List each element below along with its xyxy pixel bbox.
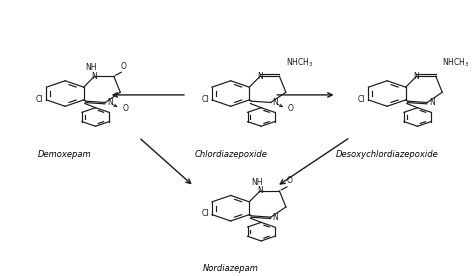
Text: O: O xyxy=(122,104,128,113)
Text: N: N xyxy=(107,98,113,107)
Text: N: N xyxy=(257,187,263,195)
Text: N: N xyxy=(429,98,435,107)
Text: N: N xyxy=(91,72,97,81)
Text: Demoxepam: Demoxepam xyxy=(38,150,92,158)
Text: NH: NH xyxy=(251,178,263,187)
Text: O: O xyxy=(288,104,294,113)
Text: NHCH$_3$: NHCH$_3$ xyxy=(286,56,313,69)
Text: Chlordiazepoxide: Chlordiazepoxide xyxy=(194,150,267,158)
Text: Desoxychlordiazepoxide: Desoxychlordiazepoxide xyxy=(336,150,438,158)
Text: N: N xyxy=(414,72,419,81)
Text: Cl: Cl xyxy=(36,95,43,104)
Text: NH: NH xyxy=(85,63,97,73)
Text: O: O xyxy=(120,62,127,71)
Text: Cl: Cl xyxy=(358,95,365,104)
Text: N: N xyxy=(273,213,278,222)
Text: Nordiazepam: Nordiazepam xyxy=(203,264,259,273)
Text: N: N xyxy=(273,98,278,107)
Text: Cl: Cl xyxy=(201,209,209,218)
Text: O: O xyxy=(286,176,292,185)
Text: NHCH$_3$: NHCH$_3$ xyxy=(442,56,470,69)
Text: Cl: Cl xyxy=(201,95,209,104)
Text: N: N xyxy=(257,72,263,81)
